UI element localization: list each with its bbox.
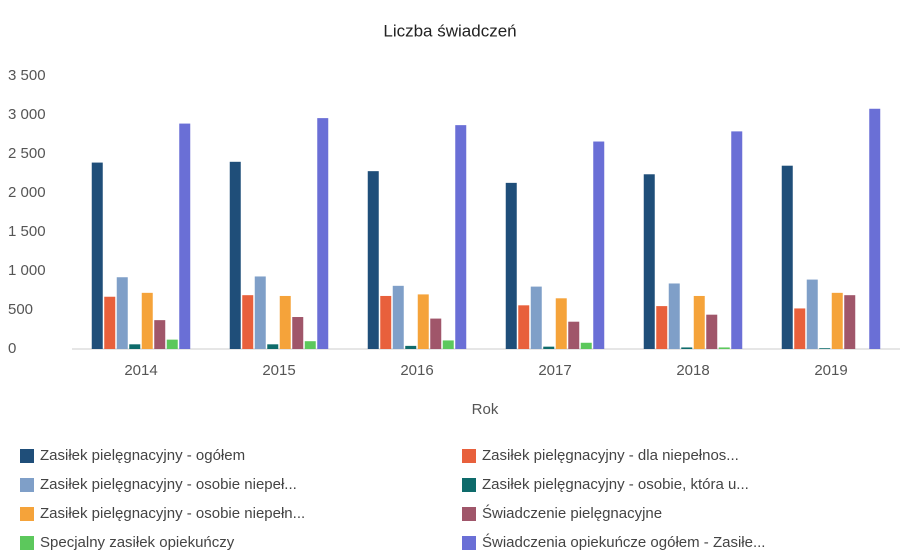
bar [781,165,793,349]
bar [417,294,429,349]
bar [304,341,316,349]
x-tick-label: 2018 [676,362,709,379]
bar [455,125,467,349]
bar [518,305,530,349]
legend-label: Zasiłek pielęgnacyjny - osobie niepeł... [40,476,297,493]
legend-swatch [462,507,476,521]
bar [104,296,116,349]
y-tick-label: 2 000 [8,184,46,201]
legend-swatch [462,449,476,463]
bar [869,108,881,349]
bar [292,317,304,349]
bar [392,285,404,349]
legend-swatch [20,507,34,521]
x-tick-label: 2015 [262,362,295,379]
x-tick-label: 2014 [124,362,157,379]
y-tick-label: 500 [8,301,33,318]
bar [555,298,567,349]
bar [718,347,730,349]
bar [405,345,417,349]
y-tick-label: 3 500 [8,67,46,84]
bar [380,295,392,349]
chart-title: Liczba świadczeń [383,21,516,40]
legend-label: Zasiłek pielęgnacyjny - dla niepełnos... [482,447,739,464]
bar [367,171,379,349]
x-tick-label: 2017 [538,362,571,379]
bar [693,295,705,349]
bar [731,131,743,349]
bar [129,344,141,349]
bar [656,306,668,349]
legend-label: Zasiłek pielęgnacyjny - osobie, która u.… [482,476,749,493]
y-tick-label: 0 [8,340,16,357]
bar [831,292,843,349]
bar [844,295,856,349]
bar [580,342,592,349]
bar [116,277,128,349]
bar [530,286,542,349]
legend-label: Świadczenia opiekuńcze ogółem - Zasiłe..… [482,533,765,551]
bar [91,162,103,349]
bar [279,295,291,349]
y-tick-label: 1 000 [8,262,46,279]
bar [430,318,442,349]
legend-label: Specjalny zasiłek opiekuńczy [40,534,235,551]
legend-label: Świadczenie pielęgnacyjne [482,504,662,522]
y-tick-label: 2 500 [8,145,46,162]
bar [442,340,454,349]
bar [593,141,605,349]
bar [706,314,718,349]
legend-swatch [462,478,476,492]
bar [154,320,166,349]
x-axis-label: Rok [472,401,499,418]
bar [794,308,806,349]
bar [505,182,517,349]
x-tick-label: 2016 [400,362,433,379]
bar [179,123,191,349]
bar [643,174,655,349]
bar [806,279,818,349]
y-tick-label: 1 500 [8,223,46,240]
bar [568,321,580,349]
legend-label: Zasiłek pielęgnacyjny - osobie niepełn..… [40,505,305,522]
bar [317,118,329,350]
bar [819,348,831,349]
legend-swatch [20,478,34,492]
legend-swatch [462,536,476,550]
bar [254,276,266,349]
legend-swatch [20,449,34,463]
bar [543,346,555,349]
bar [267,344,279,349]
legend-swatch [20,536,34,550]
bar [141,292,153,349]
bar [166,339,178,349]
legend-label: Zasiłek pielęgnacyjny - ogółem [40,447,245,464]
bar [242,295,254,349]
bar [229,161,241,349]
bar [681,347,693,349]
x-tick-label: 2019 [814,362,847,379]
bar [668,283,680,349]
y-tick-label: 3 000 [8,106,46,123]
